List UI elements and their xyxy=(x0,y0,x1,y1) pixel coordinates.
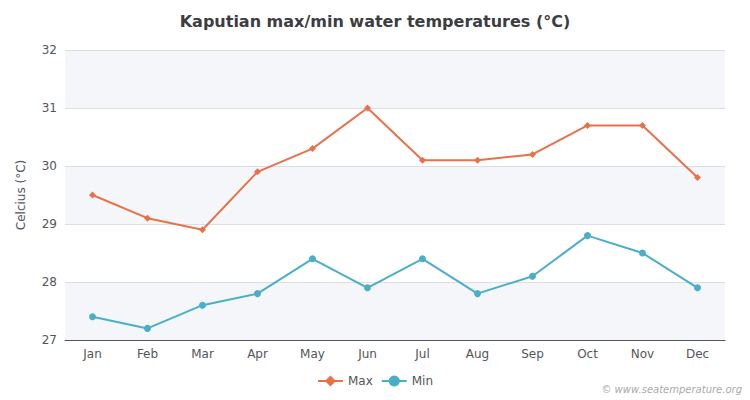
svg-text:Min: Min xyxy=(412,374,433,388)
svg-text:Nov: Nov xyxy=(631,347,654,361)
svg-text:27: 27 xyxy=(42,333,57,347)
svg-text:Jan: Jan xyxy=(82,347,102,361)
svg-text:Max: Max xyxy=(348,374,373,388)
svg-text:Jul: Jul xyxy=(414,347,429,361)
svg-text:May: May xyxy=(300,347,325,361)
svg-text:31: 31 xyxy=(42,101,57,115)
svg-text:Aug: Aug xyxy=(466,347,489,361)
svg-text:Jun: Jun xyxy=(357,347,377,361)
svg-text:28: 28 xyxy=(42,275,57,289)
svg-text:29: 29 xyxy=(42,217,57,231)
svg-text:Oct: Oct xyxy=(577,347,598,361)
svg-text:Feb: Feb xyxy=(137,347,158,361)
svg-text:Dec: Dec xyxy=(686,347,709,361)
svg-text:Apr: Apr xyxy=(247,347,268,361)
svg-text:© www.seatemperature.org: © www.seatemperature.org xyxy=(601,384,742,395)
svg-text:32: 32 xyxy=(42,43,57,57)
svg-text:30: 30 xyxy=(42,159,57,173)
svg-text:Mar: Mar xyxy=(191,347,214,361)
svg-text:Kaputian max/min water tempera: Kaputian max/min water temperatures (°C) xyxy=(180,12,571,31)
svg-text:Celcius (°C): Celcius (°C) xyxy=(14,160,28,230)
svg-text:Sep: Sep xyxy=(521,347,544,361)
